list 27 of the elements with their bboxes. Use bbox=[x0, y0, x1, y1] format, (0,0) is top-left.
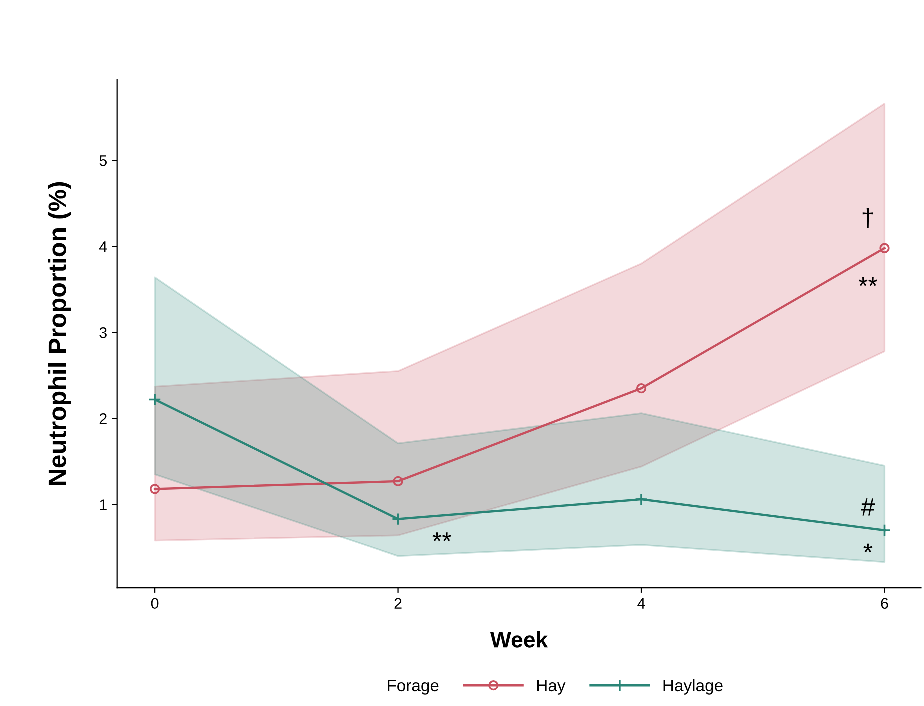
x-tick-label: 4 bbox=[638, 598, 646, 609]
legend-title: Forage bbox=[388, 680, 439, 695]
x-axis-title: Week bbox=[490, 632, 548, 648]
y-axis-title: Neutrophil Proportion (%) bbox=[48, 182, 72, 486]
y-tick-label: 5 bbox=[100, 156, 107, 166]
y-tick-label: 1 bbox=[100, 500, 107, 510]
annotation: * bbox=[864, 544, 873, 553]
point bbox=[878, 524, 892, 537]
point bbox=[635, 493, 648, 506]
point bbox=[880, 243, 890, 254]
point bbox=[636, 383, 647, 394]
x-tick-label: 2 bbox=[394, 598, 402, 609]
x-tick-label: 6 bbox=[881, 598, 888, 610]
point bbox=[150, 484, 160, 494]
legend-label: Hay bbox=[538, 680, 566, 695]
point bbox=[148, 393, 162, 406]
y-tick-label: 2 bbox=[100, 414, 107, 424]
x-tick-label: 0 bbox=[151, 598, 159, 610]
point bbox=[393, 476, 404, 487]
point bbox=[392, 512, 405, 526]
legend-label: Haylage bbox=[664, 679, 723, 695]
annotation: ** bbox=[858, 277, 878, 286]
y-tick-label: 3 bbox=[100, 328, 107, 338]
y-tick-label: 4 bbox=[99, 242, 108, 252]
annotation: ** bbox=[432, 532, 452, 542]
annotation: † bbox=[862, 208, 874, 228]
annotation: # bbox=[861, 498, 875, 516]
